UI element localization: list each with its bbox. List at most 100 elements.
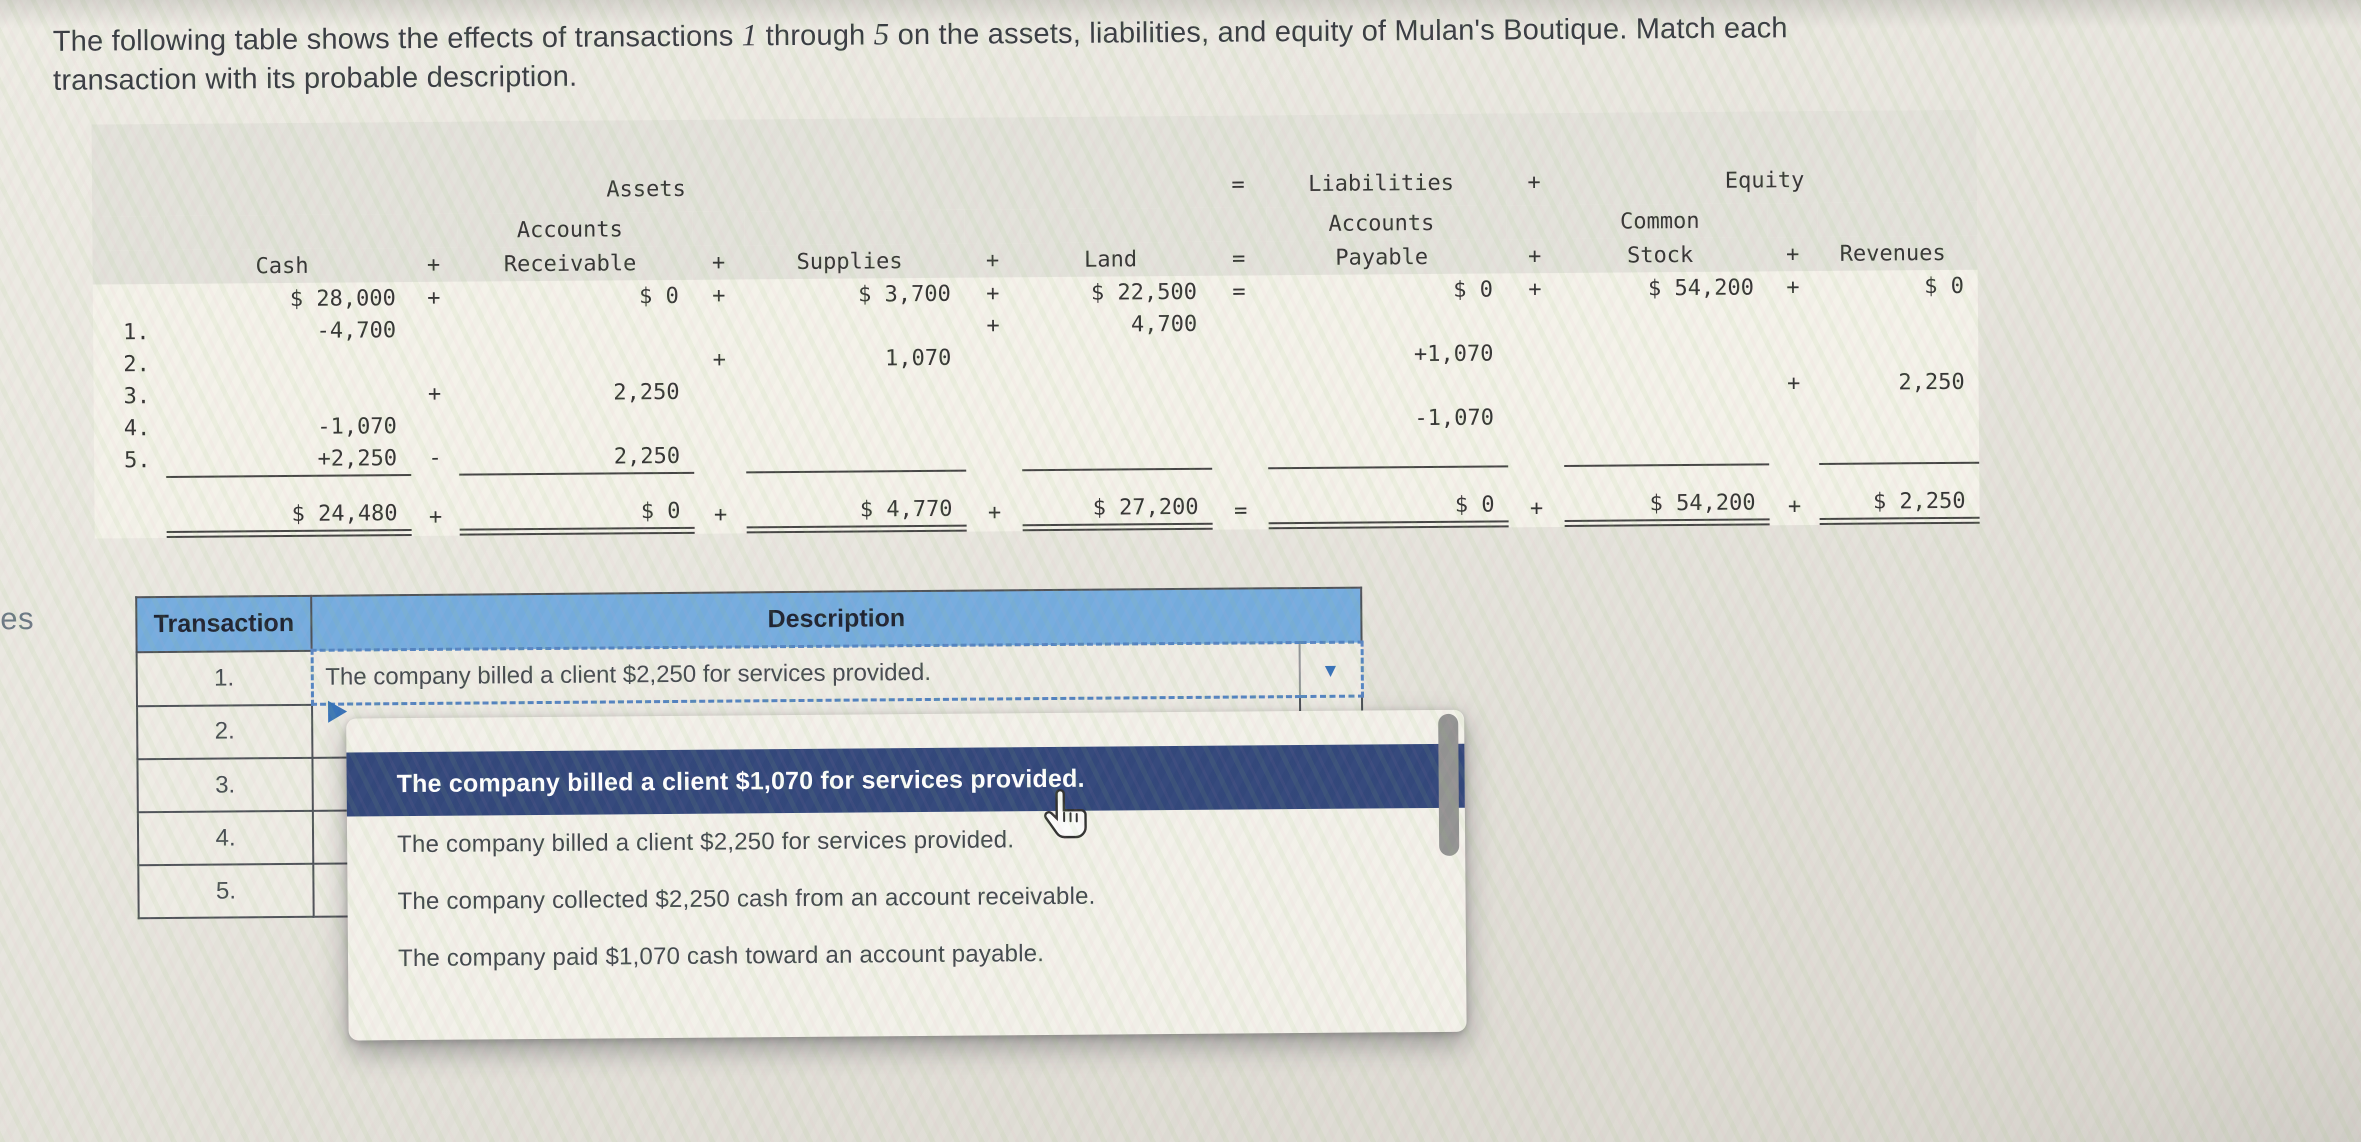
transaction-number-first: 1 bbox=[741, 17, 758, 53]
operator bbox=[1508, 369, 1564, 401]
description-dropdown-list: The company billed a client $1,070 for s… bbox=[346, 709, 1467, 1041]
equals-sign: = bbox=[1210, 241, 1267, 276]
liabilities-group-header: Liabilities bbox=[1265, 113, 1507, 208]
operator bbox=[411, 410, 459, 442]
operator: + bbox=[712, 347, 727, 373]
operator: + bbox=[987, 499, 1002, 526]
txn4-cash: -1,070 bbox=[317, 413, 397, 440]
operator: = bbox=[1232, 278, 1246, 305]
txn5-cash: +2,250 bbox=[165, 442, 412, 477]
operator bbox=[1211, 339, 1267, 371]
txn1-land: 4,700 bbox=[1130, 311, 1198, 337]
question-instruction: The following table shows the effects of… bbox=[53, 3, 2354, 101]
transaction-1-dropdown-button[interactable]: ▼ bbox=[1299, 642, 1362, 697]
operator: + bbox=[986, 312, 1000, 339]
ledger-cell bbox=[458, 312, 693, 346]
receivable-column-header: Receivable bbox=[457, 245, 693, 282]
begin-land: $ 22,500 bbox=[1090, 279, 1198, 306]
operator bbox=[1507, 305, 1563, 337]
accounts-payable-header-line1: Accounts bbox=[1266, 205, 1507, 242]
row-label: 5. bbox=[124, 448, 151, 474]
transaction-2-label: 2. bbox=[137, 704, 313, 760]
ledger-cell bbox=[1564, 367, 1769, 401]
ledger-cell bbox=[165, 346, 410, 380]
ledger-cell bbox=[1022, 404, 1212, 437]
cash-column-header: Cash bbox=[164, 248, 410, 284]
plus-sign: + bbox=[1767, 236, 1818, 272]
dropdown-option[interactable]: The company paid $1,070 cash toward an a… bbox=[397, 939, 1045, 972]
txn1-cash: -4,700 bbox=[316, 317, 397, 344]
begin-cash: $ 28,000 bbox=[289, 285, 396, 312]
ledger-cell bbox=[745, 374, 965, 408]
ledger-cell bbox=[1563, 335, 1768, 369]
transaction-1-description-select[interactable]: The company billed a client $2,250 for s… bbox=[311, 642, 1300, 705]
ledger-cell bbox=[1268, 433, 1509, 469]
operator bbox=[410, 314, 458, 346]
ledger-cell bbox=[165, 378, 410, 412]
payable-column-header: Payable bbox=[1266, 239, 1507, 276]
equity-group-header: Equity bbox=[1561, 109, 1978, 205]
dropdown-scrollbar-thumb[interactable] bbox=[1438, 713, 1460, 856]
revenues-column-header: Revenues bbox=[1817, 235, 1978, 271]
ledger-cell bbox=[92, 249, 165, 285]
txn5-receivable: 2,250 bbox=[458, 439, 695, 475]
operator: - bbox=[428, 445, 442, 471]
ledger-cell bbox=[1564, 431, 1770, 466]
ledger-cell bbox=[93, 284, 165, 317]
operator bbox=[1211, 307, 1267, 339]
txn2-supplies: 1,070 bbox=[884, 345, 952, 371]
assets-group-header: Assets bbox=[91, 115, 1211, 217]
instruction-text: The following table shows the effects of… bbox=[52, 20, 742, 58]
operator bbox=[1769, 431, 1819, 464]
operator: + bbox=[1786, 370, 1801, 396]
instruction-text: through bbox=[757, 19, 874, 53]
chevron-down-icon: ▼ bbox=[1321, 660, 1341, 682]
row-label: 1. bbox=[122, 319, 150, 345]
ledger-cell bbox=[745, 310, 965, 344]
operator bbox=[1212, 435, 1268, 468]
ledger-cell bbox=[1817, 201, 1978, 237]
operator bbox=[1769, 399, 1819, 431]
ledger-cell bbox=[964, 209, 1021, 244]
txn3-receivable: 2,250 bbox=[613, 379, 680, 405]
supplies-column-header: Supplies bbox=[744, 243, 965, 280]
description-column-header: Description bbox=[311, 587, 1362, 651]
dropdown-option[interactable]: The company billed a client $2,250 for s… bbox=[397, 825, 1015, 858]
dropdown-option[interactable]: The company collected $2,250 cash from a… bbox=[397, 882, 1096, 915]
operator: + bbox=[1786, 274, 1800, 300]
operator bbox=[965, 341, 1021, 373]
ledger-cell bbox=[746, 406, 966, 440]
stock-column-header: Stock bbox=[1562, 237, 1768, 273]
row-label: 4. bbox=[123, 415, 151, 441]
ledger-group-header-row: Assets = Liabilities + Equity bbox=[91, 109, 1978, 217]
dropdown-option-highlighted[interactable]: The company billed a client $1,070 for s… bbox=[346, 743, 1465, 817]
operator bbox=[693, 311, 745, 343]
operator: + bbox=[427, 285, 441, 311]
operator bbox=[1212, 371, 1268, 403]
transaction-column-header: Transaction bbox=[136, 595, 312, 652]
ledger-cell bbox=[1819, 429, 1980, 464]
ledger-cell bbox=[1268, 369, 1508, 403]
selected-cell-marker-icon bbox=[327, 700, 348, 723]
ledger-cell bbox=[1819, 398, 1979, 431]
table-row: 1. The company billed a client $2,250 fo… bbox=[136, 642, 1362, 706]
total-cash: $ 24,480 bbox=[166, 475, 412, 535]
transaction-5-label: 5. bbox=[138, 863, 314, 919]
total-stock: $ 54,200 bbox=[1564, 464, 1770, 524]
operator bbox=[694, 439, 746, 472]
total-land: $ 27,200 bbox=[1022, 468, 1213, 528]
land-column-header: Land bbox=[1020, 241, 1211, 278]
row-label: 3. bbox=[123, 383, 151, 409]
operator bbox=[1212, 403, 1268, 435]
transaction-number-last: 5 bbox=[873, 16, 890, 52]
begin-stock: $ 54,200 bbox=[1647, 274, 1754, 301]
equation-ledger-table: Assets = Liabilities + Equity Accounts A… bbox=[91, 109, 1980, 539]
txn2-payable: +1,070 bbox=[1413, 341, 1494, 367]
operator: + bbox=[1787, 493, 1802, 519]
operator: + bbox=[1529, 495, 1544, 521]
ledger-cell bbox=[164, 214, 410, 250]
operator bbox=[1508, 401, 1564, 433]
accounts-receivable-header-line1: Accounts bbox=[457, 211, 693, 248]
plus-sign: + bbox=[692, 245, 745, 280]
